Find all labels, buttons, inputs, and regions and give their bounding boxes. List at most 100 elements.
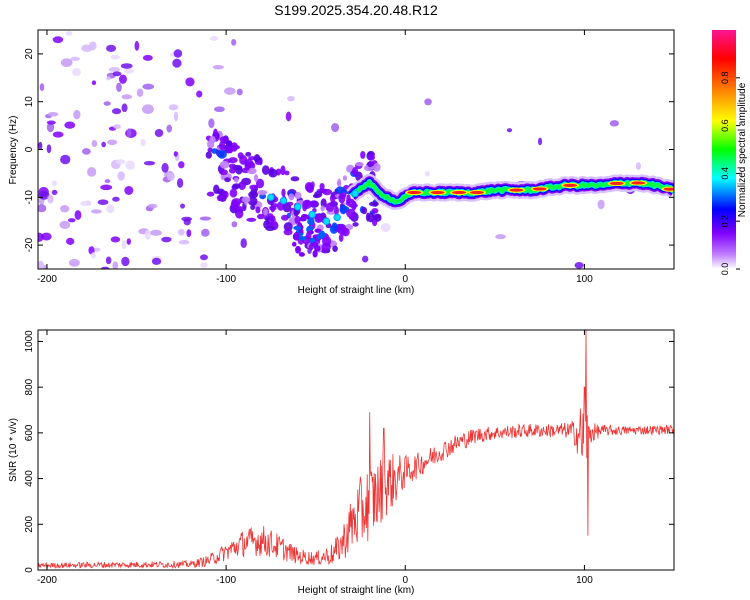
spectrogram-blob [97,199,109,206]
spectrogram-blob [161,162,169,173]
spectrogram-blob [371,207,379,214]
spectrogram-blob [68,258,80,267]
spectrogram-blob [290,176,300,182]
spectrogram-blob [320,205,325,212]
spectrogram-blob [105,256,112,265]
ridge-hotspot [407,190,422,195]
spectrogram-blob [229,188,238,198]
spectrogram-blob [257,189,268,196]
spectrogram-blob [125,160,135,170]
spectrogram-blob [309,200,317,207]
y-tick-label: -10 [24,190,35,205]
spectrogram-blob [224,177,231,183]
spectrogram-blob [298,252,305,257]
spectrogram-blob [286,201,294,206]
snr-x-label: Height of straight line (km) [298,585,415,596]
spectrogram-blob [72,67,81,77]
spectrogram-blob [110,236,121,243]
spectrogram-blob [121,239,127,250]
spectrogram-blob [172,58,182,68]
spectrogram-blob [261,165,270,175]
spectrogram-blob [331,222,338,232]
spectrogram-blob [329,193,336,203]
spectrogram-blob [325,202,335,212]
spectrogram-blob [245,151,252,157]
spectrogram-blobs [38,31,646,269]
spectrogram-blob [142,104,154,115]
spectrogram-blob [240,238,247,249]
x-tick-label: 100 [576,274,593,285]
snr-frame [37,329,675,571]
colorbar-tick-label: 0.0 [720,263,730,276]
spectrogram-blob [219,141,226,151]
ridge-hotspot [609,181,624,186]
spectrogram-blob [338,233,344,242]
spectrogram-blob [424,98,432,106]
spectrogram-blob [307,217,315,226]
spectrogram-blob [293,231,300,239]
spectrogram-blob [206,191,215,197]
spectrogram-blob [176,178,184,188]
y-tick-label: 200 [24,516,35,533]
spectrogram-blob [232,183,241,189]
spectrogram-blob [52,36,64,44]
spectrogram-blob [319,183,325,190]
spectrogram-blob [225,140,232,147]
spectrogram-blob [365,212,371,222]
spectrogram-blob [43,264,48,269]
spectrogram-blob [126,238,131,245]
spectrogram-blob [232,164,243,171]
spectrogram-blob [321,236,332,247]
y-tick-label: 600 [24,424,35,441]
snr-line [38,330,674,569]
spectrogram-blob [338,193,346,204]
spectrogram-blob [82,148,91,155]
spectrogram-blob [112,261,119,269]
spectrogram-blob [115,159,126,165]
ridge-spot [322,217,331,225]
spectrogram-blob [106,76,111,81]
spectrogram-blob [140,139,146,146]
spectrogram-blob [291,241,297,247]
spectrogram-blob [368,201,379,207]
spectrogram-blob [46,120,56,125]
spectrogram-blob [337,178,342,188]
spectrogram-blob [280,214,289,221]
spectrogram-blob [51,189,58,196]
spectrogram-blob [41,232,52,241]
spectrogram-blob [380,223,391,232]
spectrogram-blob [173,49,183,58]
spectrogram-blob [237,152,244,159]
spectrogram-blob [307,230,314,235]
spectrogram-blob [81,44,93,52]
colorbar-tick-label: 0.6 [720,119,730,132]
spectrogram-blob [51,180,57,187]
spectrogram-blob [101,266,110,269]
snr-y-label: SNR (10 * v/v) [8,418,19,482]
spectrogram-blob [112,196,120,202]
figure-title: S199.2025.354.20.48.R12 [274,2,438,18]
spectrogram-blob [361,206,368,215]
spectrogram-blob [52,131,64,138]
spectrogram-blob [334,205,339,216]
ridge-spot [267,193,275,202]
spectrogram-blob [59,220,71,229]
ridge-spot [294,203,302,211]
x-tick-label: -200 [37,575,57,586]
spectrogram-blob [186,229,192,238]
spectrogram-blob [219,169,228,176]
spectrogram-blob [103,101,111,106]
spectrogram-blob [142,83,155,90]
spectrogram-blob [255,206,261,214]
spectrogram-blob [90,209,102,214]
spectrogram-blob [147,203,158,209]
spectrogram-blob [60,58,73,68]
spectrogram-blob [39,83,45,92]
spectrogram-blob [213,184,220,194]
ridge-spot [351,189,359,198]
spectrogram-blob [70,56,80,62]
spectrogram-blob [38,232,44,242]
spectrogram-blob [124,186,134,195]
spectrogram-blob [106,44,117,52]
